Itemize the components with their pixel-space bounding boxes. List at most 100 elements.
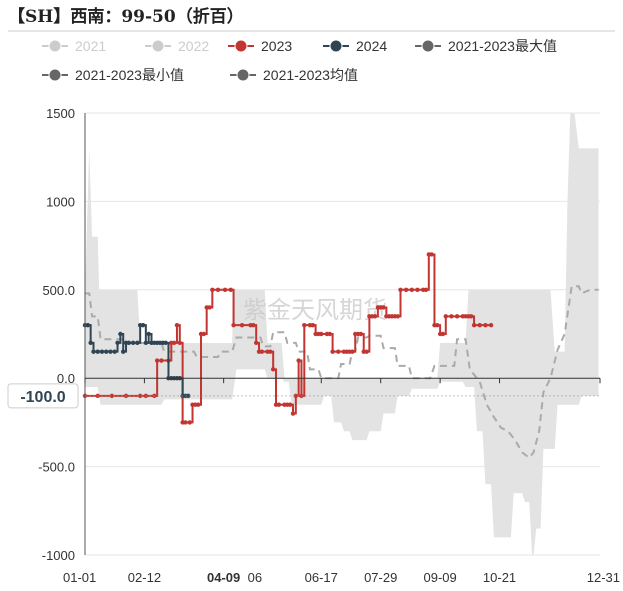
series-2023-point xyxy=(268,349,273,354)
series-2023-point xyxy=(381,305,386,310)
y-tick-label: -500.0 xyxy=(38,460,75,475)
series-2024-point xyxy=(130,340,136,346)
series-2023-point xyxy=(177,340,182,346)
series-2023-point xyxy=(358,331,364,337)
legend-item[interactable]: 2021 xyxy=(42,38,106,54)
legend-marker-dot xyxy=(234,39,248,53)
series-2023-point xyxy=(109,393,115,399)
series-2023-point xyxy=(253,340,259,346)
series-2023-point xyxy=(270,367,276,372)
series-2023-point xyxy=(174,322,180,328)
series-2023-point xyxy=(483,322,488,328)
series-2023-point xyxy=(187,420,192,425)
series-2023-point xyxy=(195,402,201,407)
series-2024 xyxy=(82,322,191,399)
x-tick-label: 04-09 xyxy=(207,570,240,585)
series-2023-point xyxy=(319,331,324,337)
series-2024-point xyxy=(118,331,123,337)
y-tick-label: 1500 xyxy=(46,106,75,121)
series-2023 xyxy=(82,252,494,425)
legend[interactable]: 2021 2022 2023 2024 2021-2023最大值 2021-2023最小值… xyxy=(42,38,557,83)
series-2023-point xyxy=(296,358,301,363)
legend-label: 2021 xyxy=(75,38,106,54)
legend-item[interactable]: 2022 xyxy=(145,38,209,54)
series-2024-point xyxy=(163,340,168,346)
series-2023-point xyxy=(290,411,296,416)
series-2023-point xyxy=(395,314,400,319)
series-2023-point xyxy=(423,287,429,292)
series-2024-point xyxy=(108,349,113,354)
series-2023-point xyxy=(364,349,369,354)
series-2023-point xyxy=(210,287,215,292)
legend-item[interactable]: 2024 xyxy=(323,38,387,54)
series-2023-point xyxy=(471,322,477,328)
pointer-label-box xyxy=(7,383,79,409)
mean-line xyxy=(85,285,599,460)
series-2023-point xyxy=(215,287,221,292)
x-tick-label: 06-17 xyxy=(305,570,338,585)
legend-item[interactable]: 2023 xyxy=(228,38,292,54)
series-2023-point xyxy=(239,322,245,328)
legend-marker-dot xyxy=(236,68,250,82)
axis-pointer: -100.0 xyxy=(7,383,600,409)
series-2024-point xyxy=(99,349,105,354)
series-2023-point xyxy=(372,314,378,319)
x-tick-label: 12-31 xyxy=(587,570,620,585)
series-2023-point xyxy=(222,287,228,292)
y-tick-label: -1000 xyxy=(42,548,75,563)
series-2023-point xyxy=(302,322,307,328)
series-2023-point xyxy=(259,349,265,354)
series-2023-point xyxy=(287,402,293,407)
series-2023-point xyxy=(477,322,482,328)
legend-marker-dot xyxy=(329,39,343,53)
series-2023-point xyxy=(137,393,143,399)
series-2024-point xyxy=(135,340,140,346)
series-2024-point xyxy=(88,340,93,346)
legend-label: 2023 xyxy=(261,38,292,54)
band-area xyxy=(85,113,599,555)
series-2023-point xyxy=(469,314,474,319)
legend-marker-dot xyxy=(48,39,62,53)
series-2023-point xyxy=(207,305,212,310)
series-2023-point xyxy=(276,402,282,407)
series-2024-point xyxy=(126,340,132,346)
axes: 01-01 02-12 04-09 06-17 07-29 09-09 10-21 12-31… xyxy=(63,113,620,585)
legend-label: 2024 xyxy=(356,38,387,54)
series-2023-point xyxy=(415,287,420,292)
series-2024-point xyxy=(140,322,146,328)
x-tick-label-partial: 06 xyxy=(248,570,262,585)
legend-item[interactable]: 2021-2023均值 xyxy=(230,67,358,83)
series-2023-point xyxy=(293,393,299,399)
x-tick-label: 07-29 xyxy=(364,570,397,585)
series-2023-point xyxy=(435,322,440,328)
series-2023-point xyxy=(440,331,446,337)
series-2023-point xyxy=(154,358,160,363)
series-2024-point xyxy=(91,349,96,354)
series-2023-point xyxy=(201,331,207,337)
series-2024-point xyxy=(115,340,120,346)
pointer-label: -100.0 xyxy=(20,389,65,406)
x-tick-label: 10-21 xyxy=(483,570,516,585)
series-2023-point xyxy=(403,287,409,292)
series-2023-point xyxy=(310,322,315,328)
series-2023-point xyxy=(330,349,335,354)
series-2023-point xyxy=(443,314,448,319)
legend-marker-dot xyxy=(421,39,435,53)
legend-item[interactable]: 2021-2023最大值 xyxy=(415,38,557,54)
series-2023-point xyxy=(171,340,177,346)
series-2023-point xyxy=(429,252,434,257)
x-tick-label: 02-12 xyxy=(128,570,161,585)
legend-item[interactable]: 2021-2023最小值 xyxy=(42,67,184,83)
series-2023-point xyxy=(449,314,454,319)
series-2024-point xyxy=(104,349,109,354)
y-tick-label: 0.0 xyxy=(57,371,75,386)
series-2024-point xyxy=(146,331,151,337)
series-2023-point xyxy=(350,349,355,354)
series-2023-point xyxy=(327,331,332,337)
watermark: 紫金天风期货 xyxy=(243,297,387,324)
series-2024-point xyxy=(95,349,100,354)
y-tick-label: 500.0 xyxy=(42,283,75,298)
legend-marker-dot xyxy=(151,39,165,53)
series-mean xyxy=(85,285,599,460)
series-2024-point xyxy=(186,393,191,399)
